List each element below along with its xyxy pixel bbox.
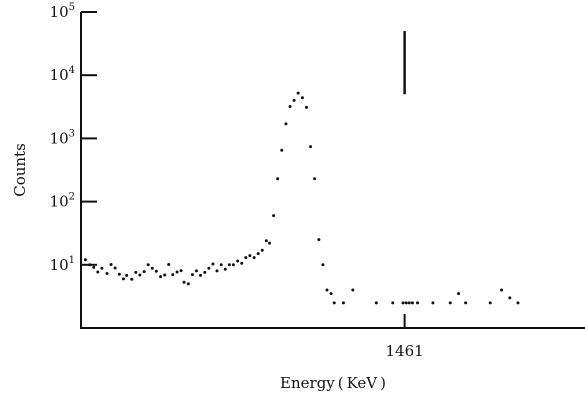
y-tick-label: 102 (50, 192, 75, 211)
data-point (83, 258, 87, 262)
data-point (416, 301, 420, 305)
data-point (150, 266, 154, 270)
data-point (268, 241, 272, 245)
data-point (374, 301, 378, 305)
data-point (100, 266, 104, 270)
data-point (260, 248, 264, 252)
data-point (296, 91, 300, 95)
data-point (142, 270, 146, 274)
data-point (138, 273, 142, 277)
data-point (227, 263, 231, 267)
data-point (236, 259, 240, 263)
data-point (109, 263, 113, 267)
data-point (351, 288, 355, 292)
data-point (313, 177, 317, 181)
data-point (332, 301, 336, 305)
data-point (276, 177, 280, 181)
data-point (280, 148, 284, 152)
data-point (121, 277, 125, 281)
axes (80, 12, 585, 329)
data-point (134, 270, 138, 274)
data-point (248, 254, 252, 258)
x-axis-label: Energy ( KeV ) (280, 374, 386, 392)
y-tick-label: 105 (50, 2, 75, 21)
data-point (272, 214, 276, 218)
data-point (186, 282, 190, 286)
data-point (508, 296, 512, 300)
data-point (464, 301, 468, 305)
data-point (288, 104, 292, 108)
data-point (391, 301, 395, 305)
data-point (130, 277, 134, 281)
data-point (284, 122, 288, 126)
data-point (488, 301, 492, 305)
data-point (88, 263, 92, 267)
data-point (317, 238, 321, 242)
data-point (203, 270, 207, 274)
data-point (516, 301, 520, 305)
y-tick-label: 104 (50, 65, 75, 84)
data-point (159, 275, 163, 279)
data-point (194, 269, 198, 273)
x-tick-label: 1461 (386, 342, 424, 360)
data-point (500, 288, 504, 292)
data-point (190, 273, 194, 277)
data-point (171, 273, 175, 277)
y-ticks: 101 102 103 104 105 (50, 2, 97, 274)
data-point (179, 269, 183, 273)
data-point (300, 96, 304, 100)
x-ticks: 1461 (386, 314, 424, 360)
data-point (231, 263, 235, 267)
data-point (252, 256, 256, 260)
data-point (96, 270, 100, 274)
data-point (113, 266, 117, 270)
data-point (448, 301, 452, 305)
data-point (167, 263, 171, 267)
data-point (457, 292, 461, 296)
data-point (207, 266, 211, 270)
data-point (410, 301, 414, 305)
data-point (401, 301, 405, 305)
data-point (404, 301, 408, 305)
data-point (431, 301, 435, 305)
data-point (223, 267, 227, 271)
data-point (256, 252, 260, 256)
data-point (407, 301, 411, 305)
data-point (211, 262, 215, 266)
data-points (83, 91, 520, 305)
data-point (146, 263, 150, 267)
data-point (125, 273, 129, 277)
data-point (219, 263, 223, 267)
data-point (304, 105, 308, 109)
data-point (244, 256, 248, 260)
data-point (329, 292, 333, 296)
y-tick-label: 103 (50, 128, 75, 147)
data-point (292, 98, 296, 102)
data-point (215, 269, 219, 273)
data-point (182, 280, 186, 284)
data-point (105, 271, 109, 275)
data-point (264, 239, 268, 243)
data-point (240, 261, 244, 265)
data-point (321, 263, 325, 267)
data-point (154, 269, 158, 273)
data-point (117, 272, 121, 276)
data-point (92, 265, 96, 269)
data-point (163, 273, 167, 277)
data-point (341, 301, 345, 305)
data-point (199, 273, 203, 277)
y-tick-label: 101 (50, 255, 75, 274)
data-point (175, 270, 179, 274)
data-point (309, 145, 313, 149)
y-axis-label: Counts (11, 143, 29, 197)
data-point (325, 288, 329, 292)
